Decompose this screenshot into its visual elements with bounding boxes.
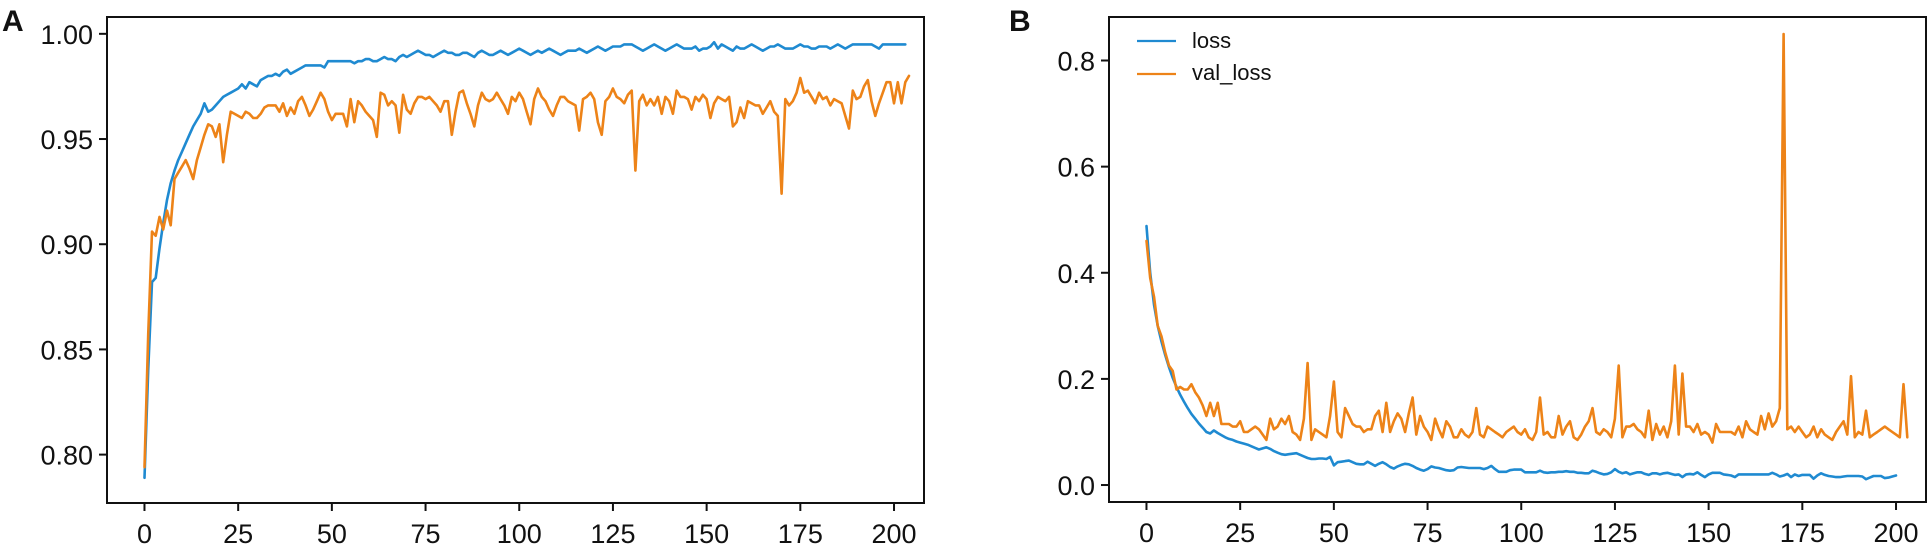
series-line-loss — [1145, 224, 1898, 481]
y-tick-label: 0.6 — [1057, 153, 1095, 183]
x-tick-label: 75 — [1413, 518, 1443, 548]
x-tick-label: 50 — [1319, 518, 1349, 548]
series-line-val-accuracy — [143, 74, 911, 469]
y-tick-label: 0.80 — [40, 441, 93, 471]
series-line-accuracy — [143, 40, 907, 480]
x-tick-label: 25 — [223, 519, 253, 549]
series-line-val-loss — [1145, 32, 1909, 444]
y-tick-label: 0.2 — [1057, 365, 1095, 395]
x-tick-label: 0 — [1139, 518, 1154, 548]
x-tick-label: 125 — [1592, 518, 1637, 548]
y-tick-label: 0.4 — [1057, 259, 1095, 289]
y-tick-label: 0.0 — [1057, 471, 1095, 501]
panel-b-y-axis: 0.0 0.2 0.4 0.6 0.8 — [1057, 47, 1109, 501]
x-tick-label: 175 — [778, 519, 823, 549]
x-tick-label: 150 — [1686, 518, 1731, 548]
x-tick-label: 25 — [1225, 518, 1255, 548]
panel-a-frame — [106, 16, 925, 504]
panel-b-frame — [1108, 16, 1927, 503]
legend: loss val_loss — [1137, 28, 1271, 85]
x-tick-label: 100 — [1499, 518, 1544, 548]
panel-b: B 0.0 0.2 0.4 0.6 0.8 0 25 50 75 100 125 150 175 200… — [1009, 5, 1927, 548]
x-tick-label: 100 — [497, 519, 542, 549]
panel-letter-a: A — [2, 5, 24, 38]
x-tick-label: 50 — [317, 519, 347, 549]
x-tick-label: 150 — [684, 519, 729, 549]
x-tick-label: 200 — [1873, 518, 1918, 548]
y-tick-label: 0.90 — [40, 230, 93, 260]
x-tick-label: 125 — [590, 519, 635, 549]
panel-a: A 0.80 0.85 0.90 0.95 1.00 0 25 50 75 100 125 150 1… — [2, 5, 925, 549]
y-tick-label: 0.95 — [40, 125, 93, 155]
y-tick-label: 0.8 — [1057, 47, 1095, 77]
legend-label-loss: loss — [1192, 28, 1231, 53]
x-tick-label: 0 — [137, 519, 152, 549]
x-tick-label: 75 — [411, 519, 441, 549]
panel-a-series — [143, 40, 911, 480]
panel-a-y-axis: 0.80 0.85 0.90 0.95 1.00 — [40, 20, 107, 471]
x-tick-label: 200 — [871, 519, 916, 549]
y-tick-label: 0.85 — [40, 335, 93, 365]
y-tick-label: 1.00 — [40, 20, 93, 50]
x-tick-label: 175 — [1780, 518, 1825, 548]
legend-label-val-loss: val_loss — [1192, 60, 1271, 85]
panel-letter-b: B — [1009, 5, 1031, 38]
panel-b-x-axis: 0 25 50 75 100 125 150 175 200 — [1139, 502, 1919, 548]
panel-b-series — [1145, 32, 1909, 481]
panel-a-x-axis: 0 25 50 75 100 125 150 175 200 — [137, 503, 917, 549]
